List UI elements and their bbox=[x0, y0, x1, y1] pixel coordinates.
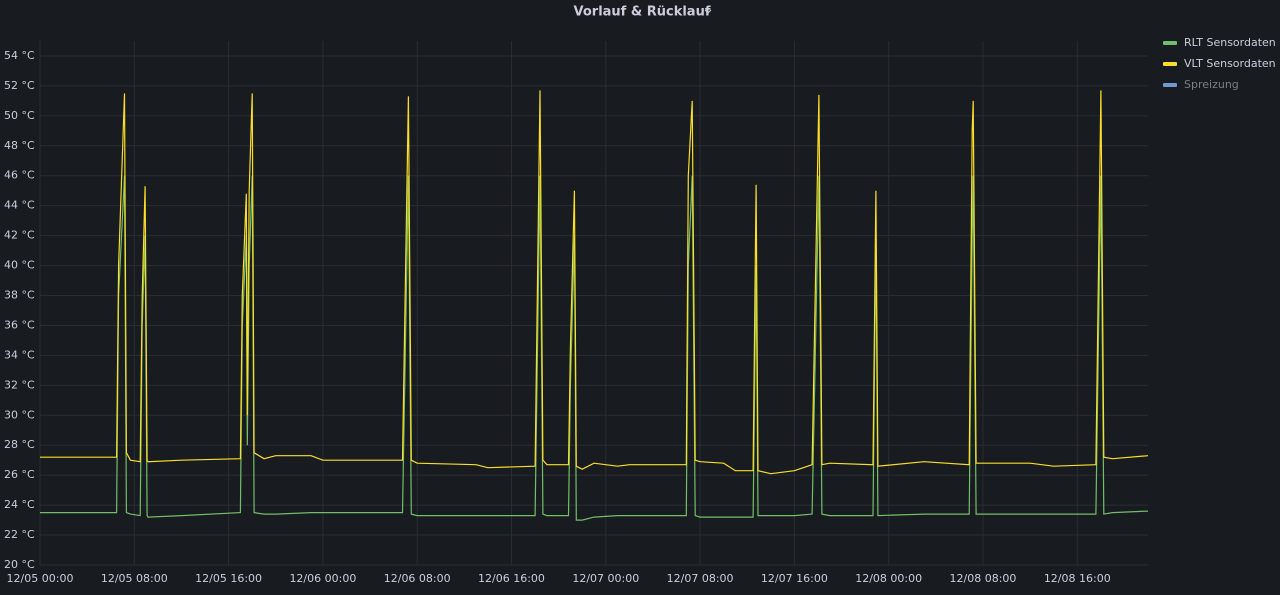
y-tick-label: 38 °C bbox=[4, 289, 35, 302]
legend-swatch[interactable] bbox=[1163, 41, 1177, 45]
y-tick-label: 32 °C bbox=[4, 378, 35, 391]
y-tick-label: 36 °C bbox=[4, 318, 35, 331]
y-tick-label: 42 °C bbox=[4, 229, 35, 242]
y-tick-label: 54 °C bbox=[4, 49, 35, 62]
series-line bbox=[40, 175, 1149, 521]
y-tick-label: 52 °C bbox=[4, 79, 35, 92]
x-tick-label: 12/07 08:00 bbox=[667, 572, 734, 585]
x-tick-label: 12/05 00:00 bbox=[7, 572, 74, 585]
legend-label[interactable]: Spreizung bbox=[1184, 78, 1239, 91]
x-tick-label: 12/07 16:00 bbox=[761, 572, 828, 585]
y-tick-label: 34 °C bbox=[4, 348, 35, 361]
y-tick-label: 48 °C bbox=[4, 139, 35, 152]
x-tick-label: 12/08 16:00 bbox=[1044, 572, 1111, 585]
x-tick-label: 12/06 16:00 bbox=[478, 572, 545, 585]
y-tick-label: 26 °C bbox=[4, 468, 35, 481]
y-tick-label: 28 °C bbox=[4, 438, 35, 451]
legend-label[interactable]: RLT Sensordaten bbox=[1184, 36, 1276, 49]
x-tick-label: 12/05 16:00 bbox=[195, 572, 262, 585]
y-tick-label: 24 °C bbox=[4, 498, 35, 511]
y-tick-label: 30 °C bbox=[4, 408, 35, 421]
y-tick-label: 46 °C bbox=[4, 169, 35, 182]
y-tick-label: 20 °C bbox=[4, 558, 35, 571]
title-chevron[interactable] bbox=[704, 9, 712, 14]
x-tick-label: 12/08 08:00 bbox=[950, 572, 1017, 585]
x-tick-label: 12/06 08:00 bbox=[384, 572, 451, 585]
y-tick-label: 44 °C bbox=[4, 199, 35, 212]
x-tick-label: 12/06 00:00 bbox=[289, 572, 356, 585]
x-tick-label: 12/07 00:00 bbox=[572, 572, 639, 585]
legend-swatch[interactable] bbox=[1163, 62, 1177, 66]
chart-title[interactable]: Vorlauf & Rücklauf bbox=[574, 5, 711, 20]
x-tick-label: 12/05 08:00 bbox=[101, 572, 168, 585]
legend-label[interactable]: VLT Sensordaten bbox=[1184, 57, 1276, 70]
x-tick-label: 12/08 00:00 bbox=[855, 572, 922, 585]
series-line bbox=[40, 90, 1149, 475]
y-tick-label: 40 °C bbox=[4, 259, 35, 272]
y-tick-label: 50 °C bbox=[4, 109, 35, 122]
legend-swatch[interactable] bbox=[1163, 83, 1177, 87]
y-tick-label: 22 °C bbox=[4, 528, 35, 541]
